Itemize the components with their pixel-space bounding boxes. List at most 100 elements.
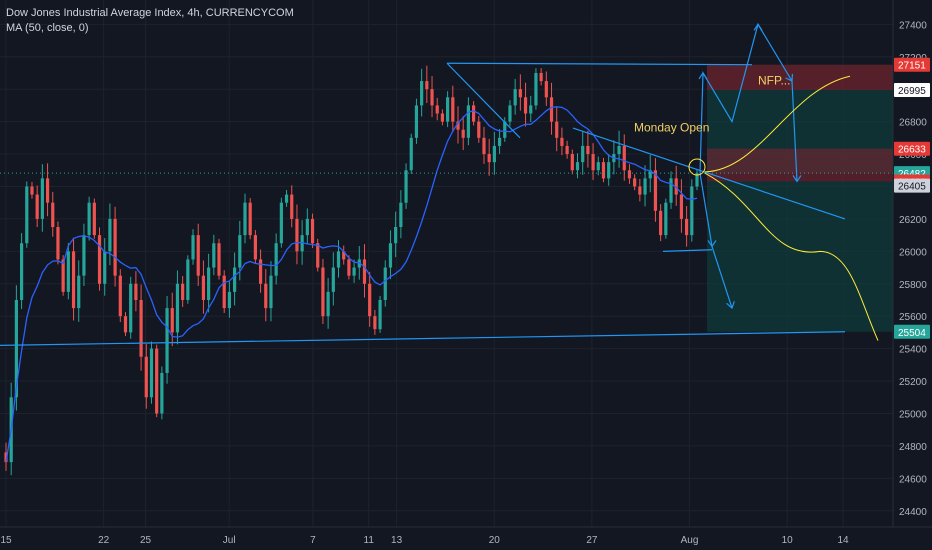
- time-tick-label: 7: [310, 535, 316, 546]
- time-axis: 15 22 25 Jul 7 11 13 20 27 Aug 10 14: [0, 526, 932, 546]
- candle-body: [461, 129, 465, 138]
- monday-open-marker: [688, 158, 706, 176]
- candle-body: [212, 243, 216, 268]
- candle-body: [570, 154, 574, 171]
- candle-body: [627, 170, 632, 179]
- candle-body: [61, 259, 65, 292]
- price-tick-label: 24400: [899, 507, 927, 518]
- candle-body: [456, 121, 460, 130]
- candle-body: [653, 170, 658, 211]
- candle-body: [170, 308, 174, 333]
- time-tick-label: 11: [364, 535, 375, 546]
- candle-body: [305, 218, 309, 236]
- trend-drawings: [0, 22, 846, 346]
- candle-body: [196, 235, 200, 276]
- indicator-label[interactable]: MA (50, close, 0): [6, 22, 89, 34]
- candle-body: [295, 218, 299, 252]
- candle-body: [664, 202, 668, 236]
- candle-body: [518, 89, 522, 98]
- candle-body: [269, 275, 273, 309]
- price-tick-label: 24800: [899, 442, 927, 453]
- time-tick-label: 20: [489, 535, 501, 546]
- candle-body: [394, 227, 398, 244]
- arrow-head: [785, 73, 794, 83]
- candle-body: [191, 235, 195, 260]
- candle-body: [430, 89, 434, 106]
- candle-body: [253, 235, 257, 260]
- candle-body: [471, 105, 476, 122]
- candle-body: [513, 89, 517, 106]
- candle-body: [362, 259, 367, 284]
- arrow-head: [698, 71, 708, 80]
- candle-body: [503, 121, 507, 138]
- candle-body: [103, 251, 107, 284]
- candle-body: [601, 162, 606, 179]
- candle-body: [108, 218, 112, 252]
- candle-body: [659, 210, 663, 236]
- candle-body: [446, 97, 450, 122]
- time-tick-label: 14: [837, 535, 849, 546]
- symbol-title[interactable]: Dow Jones Industrial Average Index, 4h, …: [6, 7, 294, 19]
- candle-body: [51, 202, 55, 228]
- candle-body: [243, 202, 247, 236]
- candle-body: [233, 267, 237, 292]
- candle-body: [45, 178, 50, 203]
- candle-body: [575, 162, 580, 171]
- price-tag-background: [894, 324, 930, 339]
- candle-body: [238, 235, 242, 268]
- arrow-head: [707, 240, 717, 248]
- price-tick-label: 26200: [899, 215, 927, 226]
- candle-body: [217, 243, 221, 276]
- descending-trendline: [572, 127, 846, 220]
- candle-body: [487, 154, 491, 163]
- support-trendline: [0, 331, 846, 346]
- time-tick-label: 27: [586, 535, 598, 546]
- time-tick-label: 25: [140, 535, 152, 546]
- candle-body: [207, 267, 211, 300]
- candle-body: [149, 348, 154, 398]
- candle-body: [596, 162, 600, 171]
- candle-body: [222, 275, 226, 309]
- moving-average-line: [5, 106, 698, 463]
- price-tag-label: 26633: [898, 145, 926, 156]
- time-tick-label: Jul: [223, 535, 236, 546]
- candle-body: [565, 145, 569, 155]
- candle-body: [342, 251, 346, 260]
- price-tag-background: [894, 141, 930, 156]
- candle-body: [77, 275, 81, 309]
- candle-body: [399, 202, 403, 228]
- candle-body: [466, 105, 470, 138]
- candle-body: [508, 105, 512, 122]
- upper-stop-zone: [707, 64, 893, 90]
- candle-body: [336, 251, 341, 268]
- candle-body: [451, 97, 455, 122]
- candle-body: [82, 235, 86, 276]
- candle-body: [414, 105, 419, 138]
- candle-body: [388, 243, 393, 268]
- candle-body: [134, 283, 138, 300]
- candle-body: [279, 202, 283, 244]
- candle-body: [477, 121, 481, 138]
- candle-body: [648, 170, 652, 179]
- candle-body: [544, 81, 548, 98]
- candle-body: [378, 299, 382, 330]
- candle-body: [56, 227, 60, 260]
- price-tick-label: 24600: [899, 474, 927, 485]
- candle-body: [383, 267, 387, 300]
- price-tick-label: 26800: [899, 118, 927, 129]
- candle-body: [227, 291, 232, 309]
- price-tick-label: 26000: [899, 247, 927, 258]
- price-tick-label: 25800: [899, 280, 927, 291]
- candle-body: [97, 235, 102, 284]
- arrow-head: [726, 301, 735, 310]
- wedge-upper-line: [446, 62, 521, 139]
- candle-body: [690, 186, 694, 236]
- candle-body: [30, 186, 34, 195]
- time-tick-label: 10: [782, 535, 794, 546]
- candle-body: [19, 243, 24, 300]
- monday-open-label: Monday Open: [634, 120, 709, 134]
- nfp-label: NFP...: [758, 73, 790, 87]
- candle-body: [669, 178, 673, 203]
